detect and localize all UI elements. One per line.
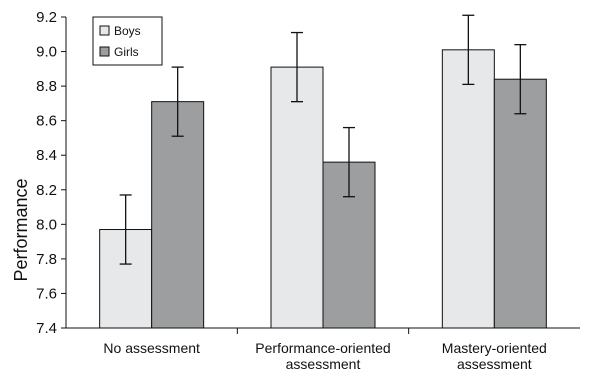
legend-swatch-boys xyxy=(100,26,109,35)
y-tick-label: 8.4 xyxy=(36,147,57,164)
y-axis-label: Performance xyxy=(11,178,31,281)
y-tick-label: 8.2 xyxy=(36,182,57,199)
y-tick-label: 8.8 xyxy=(36,78,57,95)
legend-label-girls: Girls xyxy=(114,45,139,59)
bars xyxy=(100,50,547,328)
y-tick-label: 9.2 xyxy=(36,9,57,26)
x-axis: No assessment Performance-orientedassessm… xyxy=(66,328,580,372)
bar-boys xyxy=(442,50,494,328)
x-category-label: assessment xyxy=(286,356,361,372)
x-category-label: Performance-oriented xyxy=(255,340,390,356)
y-tick-label: 8.0 xyxy=(36,216,57,233)
y-tick-label: 7.6 xyxy=(36,285,57,302)
y-tick-label: 7.8 xyxy=(36,251,57,268)
x-category-label: No assessment xyxy=(103,340,200,356)
y-tick-label: 8.6 xyxy=(36,113,57,130)
legend-swatch-girls xyxy=(100,47,109,56)
legend-label-boys: Boys xyxy=(114,24,141,38)
legend: Boys Girls xyxy=(93,17,162,65)
y-tick-label: 7.4 xyxy=(36,320,57,337)
bar-boys xyxy=(271,67,323,328)
y-axis: 7.4 7.6 7.8 8.0 8.2 8.4 8.6 8.8 9.0 9.2 xyxy=(36,9,66,337)
x-category-label: assessment xyxy=(457,356,532,372)
y-tick-label: 9.0 xyxy=(36,44,57,61)
bar-girls xyxy=(494,79,546,328)
x-category-label: Mastery-oriented xyxy=(442,340,547,356)
